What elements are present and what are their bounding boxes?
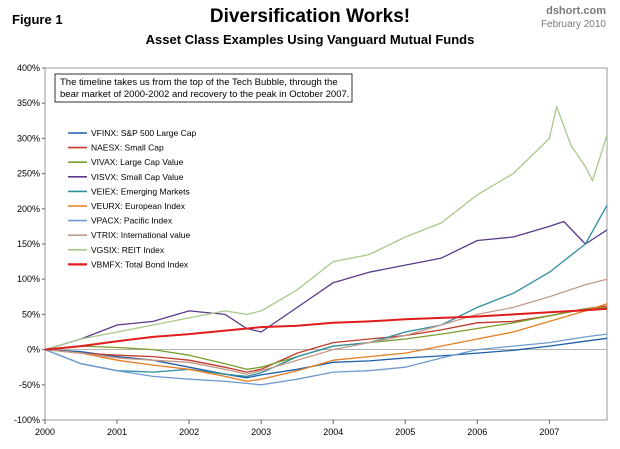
series-line: [44, 220, 608, 351]
y-tick-label: 150%: [17, 239, 40, 249]
y-tick-label: -50%: [19, 380, 40, 390]
y-tick-label: -100%: [14, 415, 40, 425]
legend-label: VGSIX: REIT Index: [91, 245, 165, 255]
y-tick-label: 400%: [17, 63, 40, 73]
legend-label: NAESX: Small Cap: [91, 143, 164, 153]
series-lines: [44, 106, 608, 386]
legend-label: VBMFX: Total Bond Index: [91, 259, 189, 269]
legend-label: VEIEX: Emerging Markets: [91, 186, 190, 196]
series-line: [44, 106, 608, 351]
x-axis: 2000 2001 2002 2003 2004 2005 2006 2007: [35, 420, 559, 437]
legend-label: VISVX: Small Cap Value: [91, 172, 184, 182]
legend-label: VEURX: European Index: [91, 201, 186, 211]
annotation-line-1: The timeline takes us from the top of th…: [60, 77, 338, 88]
annotation-line-2: bear market of 2000-2002 and recovery to…: [60, 89, 349, 100]
annotation-box: The timeline takes us from the top of th…: [54, 73, 353, 103]
y-tick-label: 50%: [22, 309, 40, 319]
y-tick-label: 350%: [17, 98, 40, 108]
chart-subtitle: Asset Class Examples Using Vanguard Mutu…: [145, 32, 475, 47]
y-tick-label: 200%: [17, 204, 40, 214]
legend-label: VFINX: S&P 500 Large Cap: [91, 128, 196, 138]
series-line: [44, 303, 608, 382]
y-tick-label: 0%: [27, 345, 40, 355]
x-tick-label: 2004: [323, 427, 343, 437]
x-tick-label: 2001: [107, 427, 127, 437]
y-axis: -100% -50% 0% 50% 100% 150% 200% 250% 300% 350% 40…: [14, 63, 607, 425]
x-tick-label: 2002: [179, 427, 199, 437]
series-line: [44, 333, 608, 386]
source-label: dshort.com: [546, 5, 606, 17]
x-tick-label: 2007: [539, 427, 559, 437]
x-tick-label: 2005: [395, 427, 415, 437]
legend-label: VTRIX: International value: [91, 230, 190, 240]
x-tick-label: 2003: [251, 427, 271, 437]
x-tick-label: 2006: [467, 427, 487, 437]
plot-area: [44, 67, 608, 421]
y-tick-label: 100%: [17, 274, 40, 284]
legend: VFINX: S&P 500 Large Cap NAESX: Small Cap…: [68, 128, 196, 269]
y-tick-label: 250%: [17, 169, 40, 179]
series-line: [44, 307, 608, 351]
legend-label: VIVAX: Large Cap Value: [91, 157, 184, 167]
y-tick-label: 300%: [17, 133, 40, 143]
series-line: [44, 204, 608, 378]
legend-label: VPACX: Pacific Index: [91, 216, 173, 226]
x-tick-label: 2000: [35, 427, 55, 437]
series-line: [44, 278, 608, 375]
date-label: February 2010: [540, 19, 606, 30]
figure-label: Figure 1: [12, 12, 63, 27]
chart-title: Diversification Works!: [209, 6, 411, 27]
series-line: [44, 305, 608, 373]
